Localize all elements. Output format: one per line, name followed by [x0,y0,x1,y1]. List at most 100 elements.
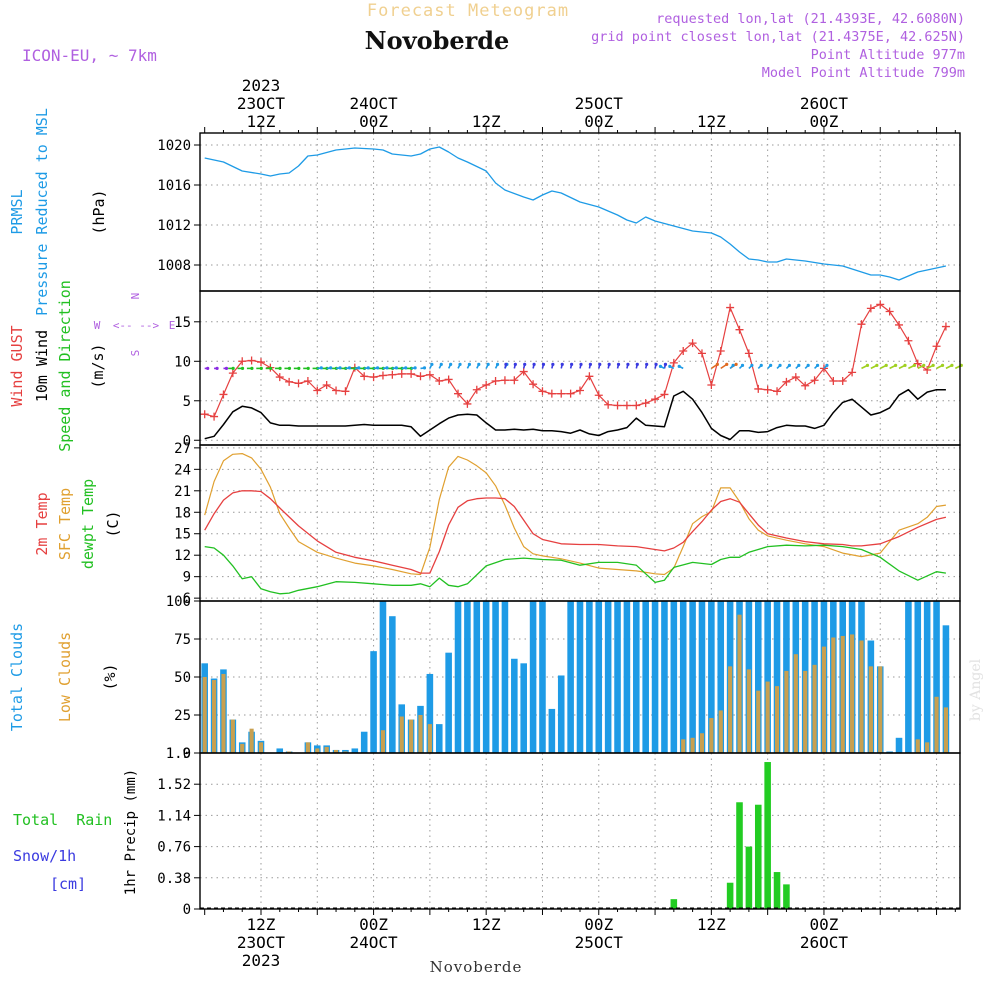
wind-arrow-head [658,364,663,368]
gust-marker [801,381,810,390]
gust-marker [275,373,284,382]
time-label: 2023 [242,951,281,970]
wind-arrow-head [894,363,898,367]
time-label: 24OCT [349,933,398,952]
gust-marker [707,380,716,389]
compass-east: E [169,319,176,332]
y-tick-label: 24 [174,462,191,478]
low-cloud-bar [812,664,817,753]
gust-marker [444,375,453,384]
total-cloud-bar [529,601,537,753]
wind-arrow-head [523,362,527,366]
gust-marker [482,380,491,389]
wind-arrow-head [385,366,389,370]
gust-marker [848,368,857,377]
time-label: 12Z [247,112,276,131]
low-cloud-bar [850,634,855,753]
gust-marker [697,349,706,358]
gust-marker [585,372,594,381]
wind-arrow-head [551,362,555,366]
panel-label: Speed and Direction [56,280,74,452]
wind-arrow-head [250,366,254,370]
panel-label: PRMSL [8,189,26,234]
gust-marker [228,369,237,378]
total-cloud-bar [389,616,396,753]
wind-arrow-head [306,366,310,370]
panel-label: Low Clouds [56,632,74,722]
wind-arrow-head [922,363,926,367]
time-label: 25OCT [575,94,624,113]
low-cloud-bar [681,739,686,753]
legend-snow: Snow/1h [13,847,76,865]
sfc-temp-line [204,453,946,576]
time-label: 00Z [584,915,613,934]
rain-bar [773,872,781,909]
gust-marker [341,387,350,396]
low-cloud-bar [240,743,245,753]
gust-marker [688,339,697,348]
low-cloud-bar [943,707,948,753]
precip-panel-frame [199,752,961,910]
gust-marker [773,387,782,396]
y-tick-label: 75 [174,632,191,648]
low-cloud-bar [728,666,733,753]
gust-marker [247,356,256,365]
total-cloud-bar [717,601,725,753]
wind-arrow-head [725,362,729,366]
gust-marker [200,410,209,419]
wind-arrow-head [865,363,870,367]
gust-marker [397,369,406,378]
gust-marker [782,377,791,386]
total-cloud-bar [454,601,462,753]
total-cloud-bar [914,601,922,753]
footer-location: Novoberde [430,958,523,976]
gust-marker [454,389,463,398]
y-tick-label: 1.52 [157,777,191,793]
wind-arrow-head [875,363,879,367]
gust-marker [435,377,444,386]
low-cloud-bar [859,640,864,753]
panel-label: SFC Temp [56,488,74,560]
gust-marker [754,384,763,393]
total-cloud-bar [501,601,509,753]
location-title: Novoberde [365,26,510,55]
gust-marker [932,342,941,351]
time-label: 2023 [242,76,281,95]
y-tick-label: 1.14 [157,808,191,824]
low-cloud-bar [793,654,798,753]
wind-arrow-head [715,362,719,366]
gust-marker [604,400,613,409]
gust-marker [829,377,838,386]
low-cloud-bar [699,733,705,753]
low-cloud-bar [746,669,751,753]
wind-arrow-head [560,362,564,366]
model-name: ICON-EU, ~ 7km [22,46,157,65]
y-tick-label: 9 [183,570,191,586]
y-tick-label: 6 [183,591,191,607]
low-cloud-bar [737,614,742,753]
total-cloud-bar [370,651,377,753]
y-tick-label: 0 [183,746,191,762]
y-tick-label: 1008 [157,258,191,274]
gridlines [200,133,960,910]
y-tick-label: 1016 [157,178,191,194]
wind-arrow-head [430,362,434,366]
gust-marker [500,376,509,385]
total-cloud-bar [698,601,706,753]
gust-marker [416,372,425,381]
model-altitude: Model Point Altitude 799m [762,65,965,81]
wind-10m-line [204,388,946,441]
wind-arrow-head [394,366,398,370]
total-cloud-bar [379,601,387,753]
total-cloud-bar [520,663,527,753]
total-cloud-bar [651,601,659,753]
temp-2m-line [204,490,947,574]
y-tick-label: 21 [174,484,191,500]
wind-arrow-head [734,362,738,366]
low-cloud-bar [418,715,423,753]
wind-arrow-head [588,362,592,366]
gust-marker [425,370,434,379]
wind-arrow-head [206,366,210,370]
total-cloud-bar [905,601,912,753]
